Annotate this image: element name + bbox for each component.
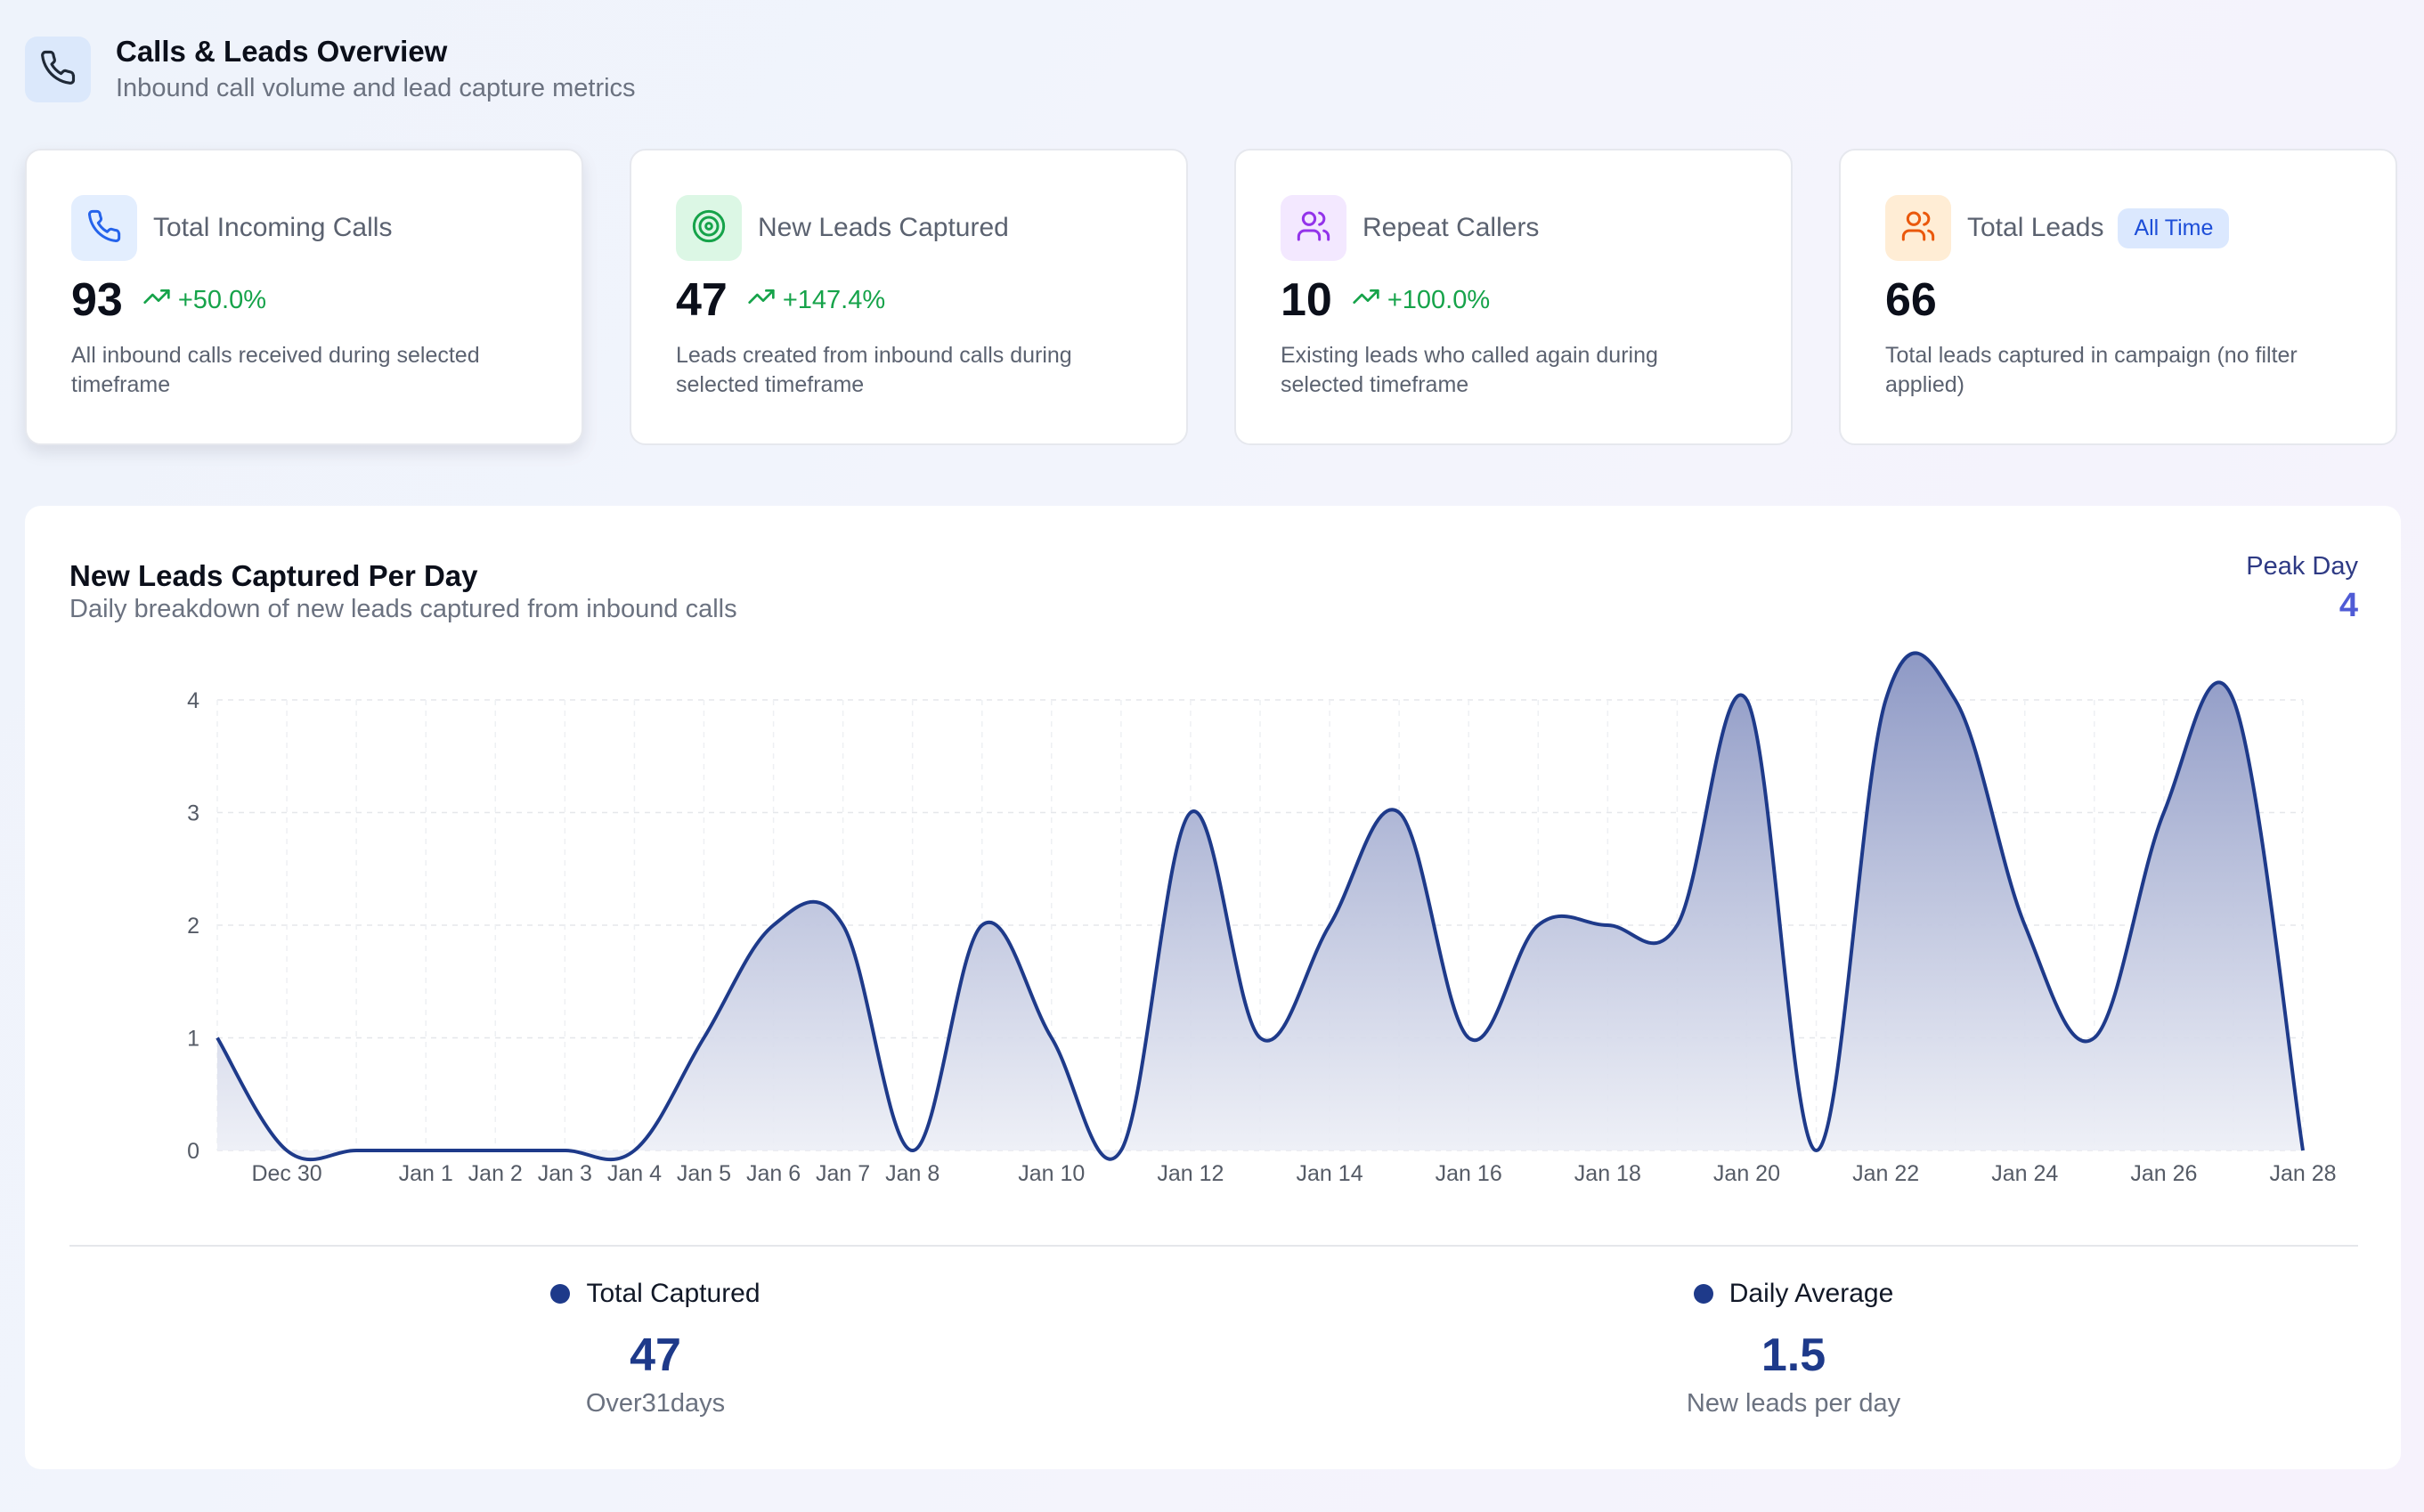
trend-indicator: +50.0%	[142, 282, 266, 318]
x-tick-label: Jan 20	[1713, 1161, 1780, 1186]
stat-daily-average: Daily Average 1.5 New leads per day	[1594, 1279, 1993, 1419]
y-tick-label: 2	[187, 914, 199, 939]
trend-value: +147.4%	[782, 285, 886, 314]
phone-icon	[39, 49, 77, 91]
chart-subtitle: Daily breakdown of new leads captured fr…	[69, 595, 737, 623]
all-time-badge: All Time	[2118, 207, 2230, 248]
card-value: 47	[676, 274, 728, 326]
users-icon	[1900, 208, 1936, 248]
x-tick-label: Jan 22	[1852, 1161, 1919, 1186]
x-tick-label: Jan 12	[1157, 1161, 1224, 1186]
x-tick-label: Jan 5	[677, 1161, 731, 1186]
stat-label: Total Captured	[586, 1279, 761, 1308]
x-tick-label: Jan 1	[399, 1161, 453, 1186]
trend-indicator: +100.0%	[1352, 282, 1490, 318]
chart-title: New Leads Captured Per Day	[69, 559, 478, 592]
peak-day-value: 4	[2339, 587, 2358, 624]
y-tick-label: 3	[187, 801, 199, 826]
trend-value: +50.0%	[177, 285, 267, 314]
trending-up-icon	[747, 282, 783, 318]
stat-label: Daily Average	[1729, 1279, 1894, 1308]
x-tick-label: Jan 16	[1436, 1161, 1502, 1186]
x-tick-label: Jan 8	[885, 1161, 940, 1186]
card-label: Total Leads	[1967, 213, 2104, 242]
stat-note: New leads per day	[1686, 1389, 1901, 1418]
x-tick-label: Jan 26	[2130, 1161, 2197, 1186]
peak-day: Peak Day 4	[2246, 552, 2358, 625]
peak-day-label: Peak Day	[2246, 552, 2358, 581]
card-description: Leads created from inbound calls during …	[676, 343, 1072, 397]
y-tick-label: 0	[187, 1139, 199, 1164]
card-value: 66	[1885, 274, 1937, 326]
card-icon-box	[1281, 195, 1346, 261]
page-header: Calls & Leads Overview Inbound call volu…	[25, 34, 636, 105]
users-icon	[1296, 208, 1331, 248]
y-tick-label: 4	[187, 688, 199, 713]
card-icon-box	[1885, 195, 1951, 261]
kpi-card-new-leads-captured[interactable]: New Leads Captured 47 +147.4% Leads crea…	[630, 149, 1188, 445]
x-tick-label: Jan 24	[1991, 1161, 2058, 1186]
kpi-card-total-leads[interactable]: Total Leads All Time 66 Total leads capt…	[1839, 149, 2397, 445]
kpi-cards: Total Incoming Calls 93 +50.0% All inbou…	[25, 149, 2397, 445]
x-tick-label: Dec 30	[251, 1161, 321, 1186]
x-tick-label: Jan 2	[468, 1161, 523, 1186]
series-line	[216, 651, 2305, 1162]
card-icon-box	[71, 195, 137, 261]
legend-dot	[1693, 1284, 1713, 1304]
card-label: Repeat Callers	[1362, 213, 1540, 242]
x-tick-label: Jan 3	[538, 1161, 592, 1186]
trending-up-icon	[142, 282, 178, 318]
x-tick-label: Jan 28	[2269, 1161, 2336, 1186]
phone-icon	[86, 208, 122, 248]
leads-area-chart: 0 1 2 3 4 Dec 30 Jan 1 Jan 2 Jan 3 Jan 4 Jan 5 Jan …	[187, 651, 2337, 1186]
card-label: Total Incoming Calls	[153, 213, 393, 242]
trending-up-icon	[1352, 282, 1387, 318]
kpi-card-total-incoming-calls[interactable]: Total Incoming Calls 93 +50.0% All inbou…	[25, 149, 583, 445]
page-title: Calls & Leads Overview	[116, 35, 448, 68]
x-tick-label: Jan 6	[746, 1161, 801, 1186]
stat-value: 1.5	[1761, 1329, 1826, 1381]
page-subtitle: Inbound call volume and lead capture met…	[116, 74, 636, 102]
stat-note: Over31days	[585, 1389, 726, 1418]
card-value: 93	[71, 274, 123, 326]
chart-panel: New Leads Captured Per Day Daily breakdo…	[25, 506, 2401, 1469]
x-tick-label: Jan 14	[1297, 1161, 1363, 1186]
stat-value: 47	[630, 1329, 681, 1381]
trend-value: +100.0%	[1387, 285, 1491, 314]
x-tick-label: Jan 18	[1574, 1161, 1641, 1186]
card-description: Total leads captured in campaign (no fil…	[1885, 343, 2298, 397]
target-icon	[691, 208, 727, 248]
card-description: All inbound calls received during select…	[71, 343, 480, 397]
card-icon-box	[676, 195, 742, 261]
y-tick-label: 1	[187, 1027, 199, 1052]
trend-indicator: +147.4%	[747, 282, 885, 318]
x-tick-label: Jan 7	[816, 1161, 870, 1186]
divider	[69, 1245, 2358, 1247]
legend-dot	[550, 1284, 571, 1304]
x-tick-label: Jan 4	[607, 1161, 662, 1186]
card-label: New Leads Captured	[758, 213, 1009, 242]
kpi-card-repeat-callers[interactable]: Repeat Callers 10 +100.0% Existing leads…	[1234, 149, 1793, 445]
header-icon-box	[25, 37, 91, 102]
stat-total-captured: Total Captured 47 Over31days	[456, 1279, 855, 1419]
x-tick-label: Jan 10	[1018, 1161, 1085, 1186]
area-fill	[217, 653, 2303, 1160]
card-value: 10	[1281, 274, 1332, 326]
card-description: Existing leads who called again during s…	[1281, 343, 1658, 397]
